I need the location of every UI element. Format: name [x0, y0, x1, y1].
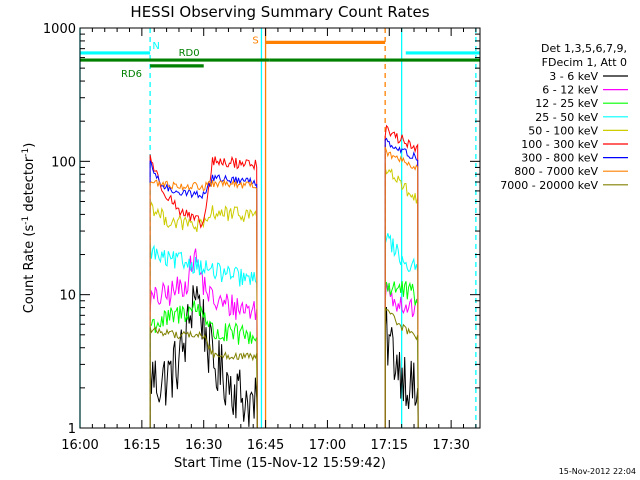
x-tick-label-4: 16:45 [247, 438, 284, 453]
series-line-8-interval-2 [384, 146, 419, 429]
flag-label-s: S [252, 35, 258, 46]
flag-label-n: N [152, 41, 159, 52]
x-tick-label-5: 17:00 [309, 438, 346, 453]
x-tick-label-2: 16:15 [123, 438, 160, 453]
x-tick-label-6: 17:15 [371, 438, 408, 453]
legend-entry-label-5: 50 - 100 keV [528, 124, 598, 137]
legend-entry-label-3: 12 - 25 keV [535, 97, 598, 110]
series-line-8-interval-1 [149, 178, 258, 429]
legend-header-line-1: Det 1,3,5,6,7,9, [541, 42, 627, 55]
x-axis-label: Start Time (15-Nov-12 15:59:42) [174, 456, 386, 471]
legend-entry-label-2: 6 - 12 keV [542, 84, 598, 97]
x-tick-label-3: 16:30 [185, 438, 222, 453]
series-line-4-interval-2 [384, 233, 419, 429]
x-axis: 16:00 16:15 16:30 16:45 17:00 17:15 17:30 [61, 28, 477, 453]
legend-entry-label-8: 800 - 7000 keV [514, 165, 598, 178]
flag-label-rd0: RD0 [179, 48, 200, 59]
series-line-5-interval-2 [384, 167, 419, 429]
legend: Det 1,3,5,6,7,9, FDecim 1, Att 0 3 - 6 k… [500, 42, 628, 192]
legend-entry-label-1: 3 - 6 keV [549, 70, 598, 83]
series-line-2-interval-1 [149, 248, 258, 429]
legend-header-line-2: FDecim 1, Att 0 [542, 56, 627, 69]
y-tick-label-1: 1 [68, 422, 76, 437]
x-tick-label-7: 17:30 [432, 438, 469, 453]
series-line-6-interval-2 [384, 124, 419, 429]
legend-entry-label-7: 300 - 800 keV [521, 152, 598, 165]
plot-frame [79, 27, 481, 429]
y-axis: 1 10 100 1000 [43, 22, 480, 437]
y-tick-label-2: 10 [59, 289, 76, 304]
timestamp: 15-Nov-2012 22:04 [559, 467, 636, 476]
legend-entry-label-6: 100 - 300 keV [521, 138, 598, 151]
chart-title: HESSI Observing Summary Count Rates [130, 3, 429, 21]
series-line-1-interval-2 [384, 306, 419, 429]
series-line-6-interval-1 [149, 154, 258, 429]
series-line-3-interval-1 [149, 300, 258, 429]
series-line-5-interval-1 [149, 201, 258, 429]
series-line-7-interval-1 [149, 160, 258, 429]
series-line-9-interval-2 [384, 307, 419, 429]
y-tick-label-3: 100 [51, 155, 76, 170]
legend-entry-label-9: 7000 - 20000 keV [500, 179, 598, 192]
series-line-1-interval-1 [149, 285, 258, 429]
series-line-3-interval-2 [384, 281, 419, 429]
series-line-9-interval-1 [149, 326, 258, 429]
y-tick-label-4: 1000 [43, 22, 76, 37]
plot-area: N RD0 RD6 S [79, 28, 480, 429]
y-axis-label: Count Rate (s-1 detector-1) [21, 143, 37, 314]
x-tick-label-1: 16:00 [61, 438, 98, 453]
legend-entry-label-4: 25 - 50 keV [535, 111, 598, 124]
flag-label-rd6: RD6 [121, 69, 142, 80]
series-line-7-interval-2 [384, 137, 419, 429]
series-line-4-interval-1 [149, 242, 258, 429]
